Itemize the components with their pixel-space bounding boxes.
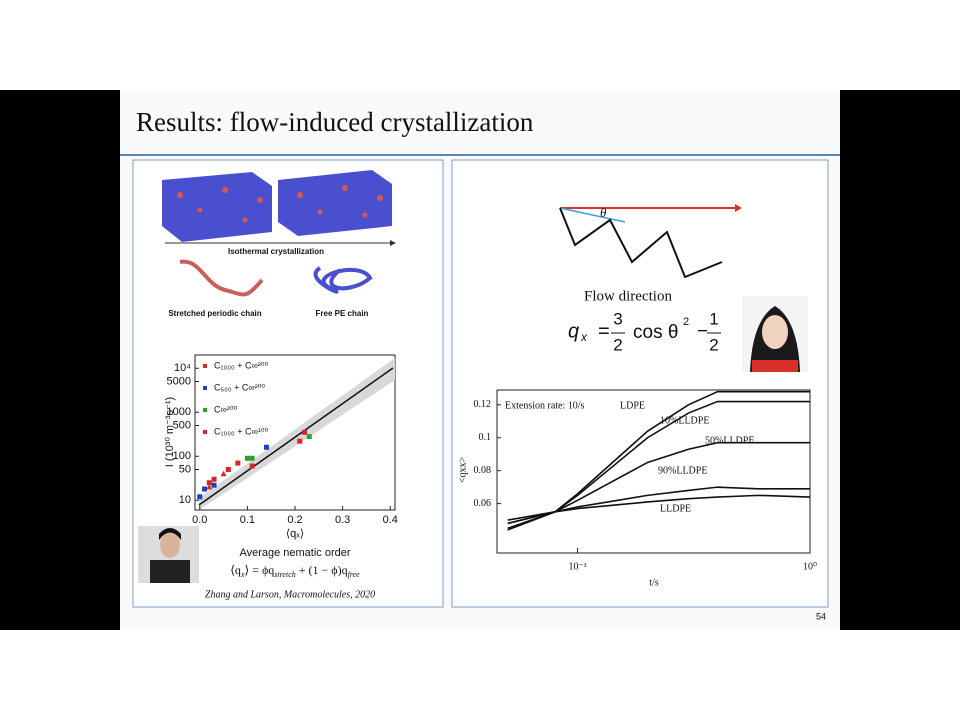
- y-tick-label: 0.08: [474, 465, 492, 476]
- point: [202, 486, 208, 492]
- image-label: Isothermal crystallization: [228, 247, 324, 256]
- y-tick-label: 50: [179, 463, 191, 475]
- confidence-band: [199, 358, 395, 510]
- image-label: Stretched periodic chain: [168, 309, 261, 318]
- curve-label: LLDPE: [660, 503, 691, 514]
- y-tick-label: 1000: [167, 406, 191, 418]
- formula-part: 1: [709, 309, 718, 328]
- x-axis-label: t/s: [649, 577, 659, 588]
- right-panel: [451, 159, 829, 608]
- point: [197, 494, 203, 500]
- point: [225, 466, 231, 472]
- x-tick-label: 0.0: [192, 514, 207, 526]
- point: [263, 444, 269, 450]
- plot-frame: [496, 389, 811, 554]
- formula-part: stretch: [274, 570, 295, 579]
- formula-part: x: [240, 570, 245, 579]
- participant-video: [742, 296, 808, 372]
- x-tick-label: 0.2: [287, 514, 302, 526]
- flow-label: Flow direction: [584, 288, 672, 304]
- line-plot: <qxx> t/s Extension rate: 10/s 0.06 0.08 0…: [457, 389, 817, 588]
- y-tick-label: 0.12: [474, 399, 492, 410]
- point: [249, 455, 255, 461]
- angle-label: θ: [600, 205, 607, 220]
- point: [306, 434, 312, 440]
- image-label: Free PE chain: [316, 309, 369, 318]
- formula: ⟨qx⟩ = ϕqstretch + (1 − ϕ)qfree: [230, 563, 360, 580]
- point: [249, 463, 255, 469]
- chain-diagram: [559, 204, 742, 279]
- fit-line: [198, 367, 394, 506]
- formula-part: q: [568, 320, 579, 342]
- black-bar: [0, 90, 120, 630]
- formula-part: 3: [613, 309, 622, 328]
- legend-swatch: [203, 430, 207, 434]
- annotation: Extension rate: 10/s: [505, 400, 585, 411]
- participant-video: [138, 526, 199, 583]
- curve-label: LDPE: [620, 400, 645, 411]
- legend-label: C₅₀₀ + C∞²⁰⁰: [214, 382, 265, 392]
- point: [244, 455, 250, 461]
- y-tick-label: 0.1: [479, 432, 492, 443]
- y-axis-label: I (10³⁰ m⁻³s⁻¹): [164, 397, 176, 467]
- page-number: 54: [816, 611, 826, 621]
- y-tick-label: 500: [173, 419, 191, 431]
- formula-part: x: [580, 330, 588, 344]
- y-tick-label: 10⁴: [174, 362, 191, 374]
- point: [297, 438, 303, 444]
- formula-part: −: [697, 321, 708, 342]
- point: [206, 480, 212, 486]
- legend-label: C∞²⁰⁰: [214, 404, 238, 414]
- y-tick-label: 10: [179, 494, 191, 506]
- point: [220, 470, 227, 477]
- y-tick-label: 0.06: [474, 498, 492, 509]
- citation: Zhang and Larson, Macromolecules, 2020: [205, 589, 375, 600]
- slide-title: Results: flow-induced crystallization: [136, 107, 534, 137]
- x-axis-label: ⟨qₓ⟩: [286, 528, 304, 540]
- legend-swatch: [203, 386, 207, 390]
- formula-part: free: [348, 570, 361, 579]
- x-tick-label: 0.4: [383, 514, 398, 526]
- point: [235, 460, 241, 466]
- legend-label: C₁₀₀₀ + C∞²⁰⁰: [214, 360, 269, 370]
- curve-label: 90%LLDPE: [658, 465, 707, 476]
- y-tick-label: 5000: [167, 375, 191, 387]
- legend-swatch: [203, 408, 207, 412]
- legend-swatch: [203, 364, 207, 368]
- molecule-image: [162, 170, 396, 297]
- curve: [507, 494, 811, 521]
- x-tick-label: 0.1: [240, 514, 255, 526]
- formula-part: =: [598, 320, 610, 342]
- x-tick-label: 10⁻¹: [568, 561, 586, 572]
- curve-label: 10%LLDPE: [660, 415, 709, 426]
- caption: Average nematic order: [239, 547, 350, 559]
- formula-part: + (1 − ϕ)q: [296, 563, 348, 577]
- point: [211, 482, 217, 488]
- x-tick-label: 10⁰: [803, 561, 817, 572]
- point: [206, 483, 213, 490]
- formula-part: 2: [709, 335, 718, 354]
- formula-part: 2: [683, 316, 689, 328]
- point: [302, 429, 308, 435]
- legend-label: C₁₀₀₀ + C∞¹⁰⁰: [214, 426, 269, 436]
- formula-part: 2: [613, 335, 622, 354]
- point: [211, 476, 217, 482]
- formula-part: cos θ: [633, 322, 678, 343]
- y-tick-label: 100: [173, 450, 191, 462]
- y-axis-label: <qxx>: [457, 457, 468, 484]
- formula-part: ⟩ = ϕq: [245, 563, 275, 577]
- black-bar: [840, 90, 960, 630]
- formula-part: ⟨q: [230, 563, 241, 577]
- curve: [507, 441, 810, 531]
- curve-label: 50%LLDPE: [705, 435, 754, 446]
- x-tick-label: 0.3: [335, 514, 350, 526]
